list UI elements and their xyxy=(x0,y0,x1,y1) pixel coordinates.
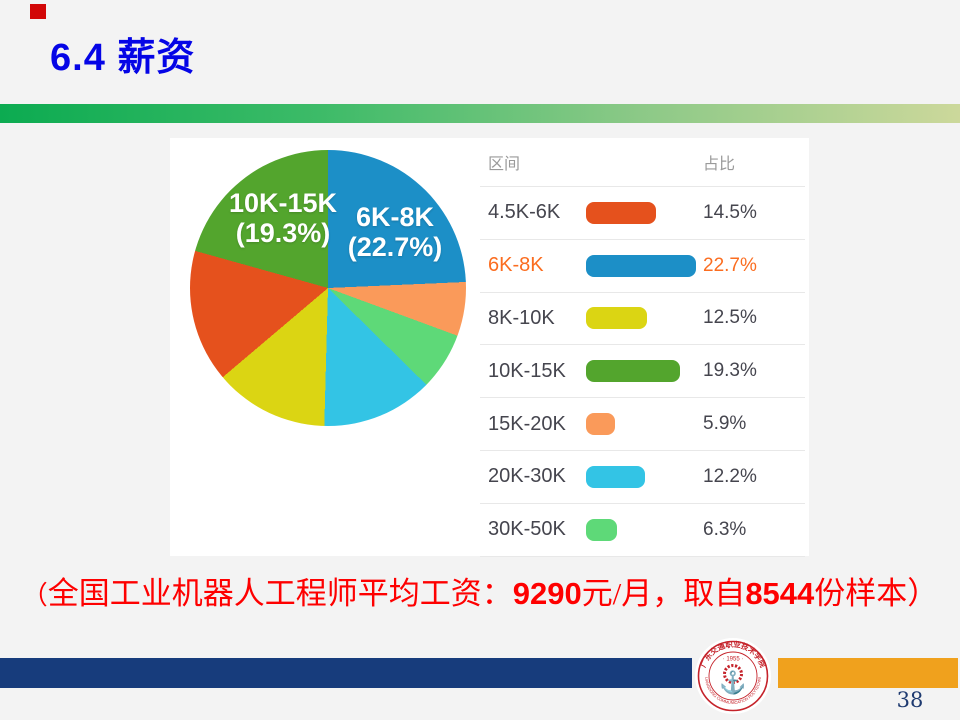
legend-color-bar xyxy=(586,413,615,436)
caption-lead-text: 全国工业机器人工程师平均工资： xyxy=(47,576,513,611)
legend-color-bar xyxy=(586,254,696,277)
legend-color-bar xyxy=(586,307,647,330)
school-seal-logo: 广东交通职业技术学院 GUANGDONG COMMUNICATION POLYT… xyxy=(695,638,771,714)
legend-header-range: 区间 xyxy=(488,156,521,173)
legend-range-label: 4.5K-6K xyxy=(488,201,561,224)
legend-share-value: 12.5% xyxy=(703,307,757,329)
legend-row: 30K-50K 6.3% xyxy=(480,504,805,557)
footer-orange-bar xyxy=(778,658,958,688)
legend-range-label: 8K-10K xyxy=(488,306,555,329)
seal-anchor-icon: ⚓ xyxy=(719,670,746,695)
legend-share-value: 22.7% xyxy=(703,254,757,276)
legend-color-bar xyxy=(586,360,680,383)
legend-row: 15K-20K 5.9% xyxy=(480,398,805,451)
pie-label-range: 10K-15K xyxy=(228,188,338,218)
legend-header: 区间 占比 xyxy=(480,138,805,187)
legend-range-label: 30K-50K xyxy=(488,518,566,541)
chart-panel: 10K-15K (19.3%) 6K-8K (22.7%) 区间 占比 4.5K… xyxy=(170,138,809,557)
caption-mid-text: 元/月，取自 xyxy=(581,576,746,611)
pie-label-percent: (22.7%) xyxy=(347,232,443,263)
seal-year: · 1955 · xyxy=(723,657,744,663)
caption-sample-number: 8544 xyxy=(745,576,815,611)
slide-title: 6.4 薪资 xyxy=(50,37,196,79)
legend-range-label: 20K-30K xyxy=(488,465,566,488)
legend-range-label: 15K-20K xyxy=(488,412,566,435)
legend-share-value: 12.2% xyxy=(703,465,757,487)
pie-chart: 10K-15K (19.3%) 6K-8K (22.7%) xyxy=(190,150,466,426)
footer-navy-bar xyxy=(0,658,692,688)
legend-color-bar xyxy=(586,465,645,488)
legend-row: 4.5K-6K 14.5% xyxy=(480,187,805,240)
legend-row: 6K-8K 22.7% xyxy=(480,240,805,293)
legend-row: 10K-15K 19.3% xyxy=(480,345,805,399)
pie-slice-label-10k-15k: 10K-15K (19.3%) xyxy=(193,188,373,248)
legend-range-label: 10K-15K xyxy=(488,359,566,382)
legend-row: 20K-30K 12.2% xyxy=(480,451,805,504)
decorative-red-square xyxy=(30,4,46,19)
page-number: 38 xyxy=(896,688,924,712)
pie-label-percent: (19.3%) xyxy=(235,218,331,249)
pie-slice-label-6k-8k: 6K-8K (22.7%) xyxy=(320,202,470,262)
legend-color-bar xyxy=(586,201,656,224)
legend-table: 区间 占比 4.5K-6K 14.5% 6K-8K 22.7% 8K-10K 1… xyxy=(480,138,805,557)
legend-header-share: 占比 xyxy=(703,156,736,173)
legend-share-value: 6.3% xyxy=(703,518,747,540)
caption-salary-number: 9290 xyxy=(512,576,582,611)
caption-suffix-text: 份样本） xyxy=(814,576,939,611)
seal-gear-icon xyxy=(723,664,743,684)
legend-share-value: 19.3% xyxy=(703,360,757,382)
pie-label-range: 6K-8K xyxy=(355,202,435,232)
legend-share-value: 5.9% xyxy=(703,413,747,435)
legend-range-label: 6K-8K xyxy=(488,254,544,277)
legend-share-value: 14.5% xyxy=(703,201,757,223)
legend-row: 8K-10K 12.5% xyxy=(480,293,805,346)
green-accent-bar xyxy=(0,104,960,123)
caption-open-paren: （ xyxy=(21,581,48,610)
legend-color-bar xyxy=(586,518,617,541)
caption-average-salary: （全国工业机器人工程师平均工资：9290元/月，取自8544份样本） xyxy=(0,568,960,613)
